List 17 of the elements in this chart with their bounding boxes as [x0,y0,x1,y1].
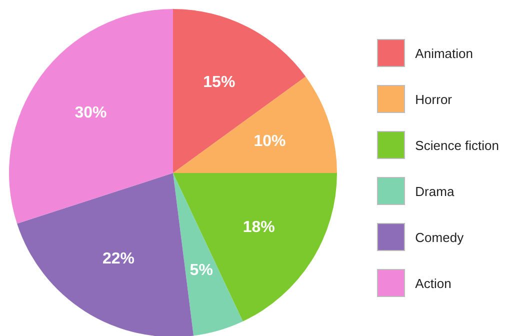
pie-slice [173,173,243,336]
legend-label: Comedy [415,230,464,244]
pie-slice [173,9,306,173]
legend-label: Animation [415,46,473,60]
data-label: 18% [242,218,275,236]
pie-slice [173,76,337,173]
legend-label: Science fiction [415,138,499,152]
data-label: 30% [74,104,107,122]
data-label: 22% [102,250,135,268]
data-label: 15% [203,74,236,91]
legend-label: Horror [415,92,452,106]
legend-label: Drama [415,184,454,198]
pie-slice [9,9,173,224]
data-label: 10% [254,133,286,150]
data-label: 5% [190,262,213,280]
legend-label: Action [415,276,452,290]
pie-slice [173,173,337,322]
